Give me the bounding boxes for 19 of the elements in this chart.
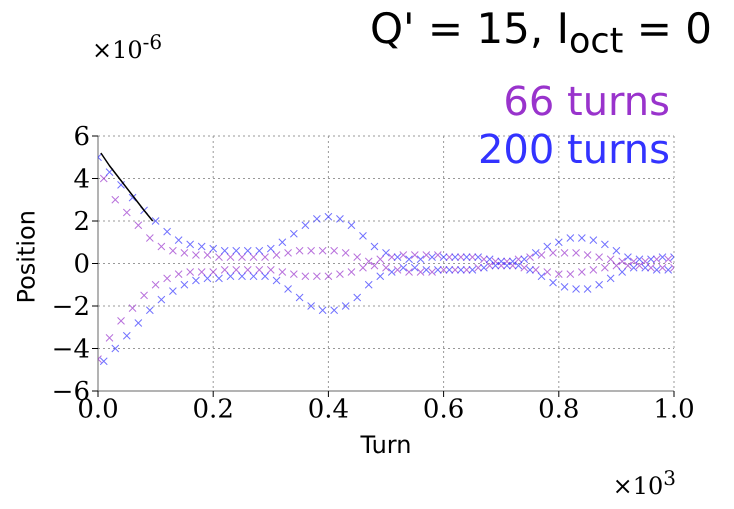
x-tick-label: 0.8 — [538, 394, 580, 424]
y-axis-title: Position — [12, 210, 41, 304]
y-tick-label: 0 — [73, 250, 90, 280]
text: ×10$^{-6}$ — [92, 30, 162, 64]
x-tick-label: 0.6 — [422, 394, 464, 424]
y-tick-label: 4 — [73, 164, 90, 195]
x-axis-title: Turn — [360, 431, 412, 459]
y-tick-label: 2 — [73, 207, 90, 238]
text: 66 turns — [502, 78, 670, 126]
text: ×10$^{3}$ — [612, 466, 676, 500]
x-tick-label: 1.0 — [653, 394, 695, 424]
y-tick-label: 6 — [73, 122, 90, 152]
text: 200 turns — [478, 126, 670, 174]
x-tick-label: 0.2 — [192, 394, 234, 424]
y-tick-label: −2 — [52, 292, 90, 322]
y-tick-label: −4 — [52, 334, 90, 365]
line-series — [100, 152, 154, 222]
x-tick-label: 0.4 — [308, 394, 350, 424]
chart-title: Q' = 15, I$_{oct}$ = 0 — [370, 4, 712, 62]
